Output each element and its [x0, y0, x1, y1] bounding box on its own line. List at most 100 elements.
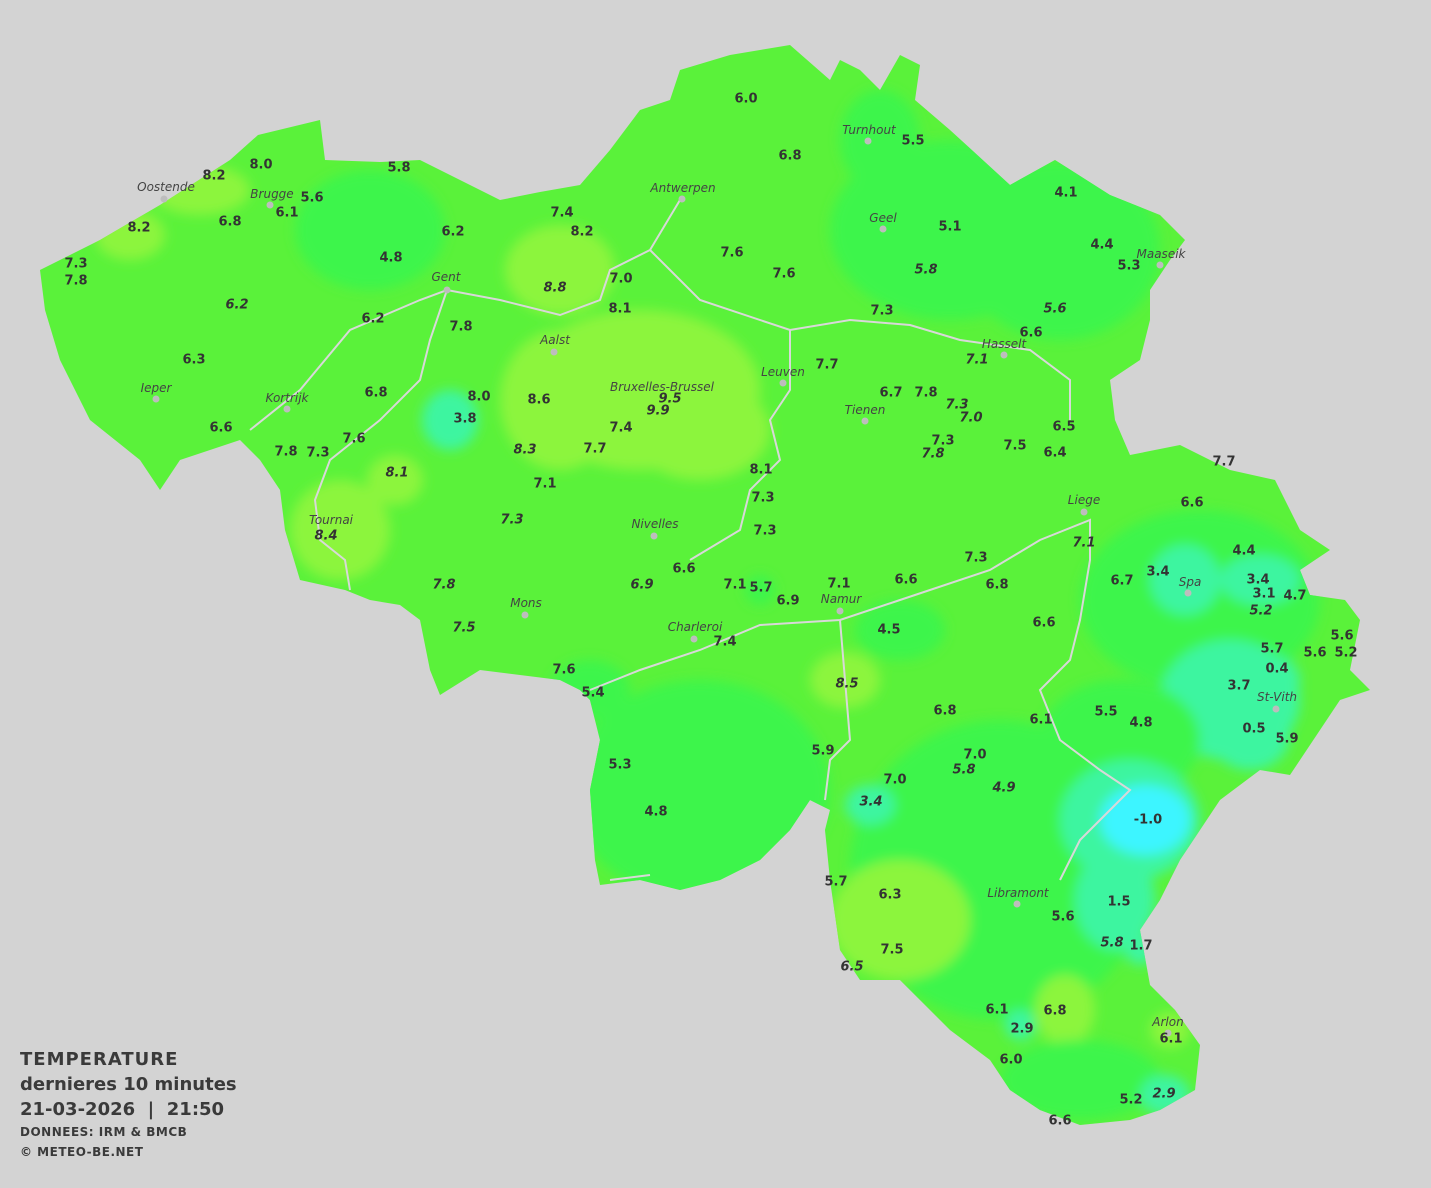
city-label: Turnhout	[842, 123, 897, 137]
city-dot	[521, 611, 529, 619]
temperature-reading: 5.8	[952, 763, 975, 778]
temperature-reading: 5.1	[938, 220, 961, 235]
temperature-reading: 6.5	[840, 960, 863, 975]
temperature-reading: 5.8	[1100, 936, 1123, 951]
city-label: Geel	[869, 211, 897, 225]
city-label: Charleroi	[668, 620, 723, 634]
city-label: Nivelles	[631, 517, 678, 531]
temperature-reading: 7.8	[914, 386, 937, 401]
city-label: St-Vith	[1257, 690, 1297, 704]
temperature-reading: 6.7	[1110, 574, 1133, 589]
temperature-reading: 4.1	[1054, 186, 1077, 201]
temperature-reading: 1.5	[1107, 895, 1130, 910]
temperature-reading: -1.0	[1134, 813, 1162, 828]
temperature-reading: 5.6	[1330, 629, 1353, 644]
city-dot	[152, 395, 160, 403]
temperature-reading: 8.4	[314, 529, 337, 544]
city-label: Oostende	[137, 180, 195, 194]
temperature-reading: 4.5	[877, 623, 900, 638]
river	[689, 330, 791, 561]
river	[313, 289, 448, 591]
temperature-reading: 7.3	[931, 434, 954, 449]
city-dot	[690, 635, 698, 643]
legend-source: DONNEES: IRM & BMCB	[20, 1125, 188, 1139]
river	[649, 249, 1071, 420]
temperature-zone	[1035, 975, 1095, 1045]
temperature-reading: 5.2	[1119, 1093, 1142, 1108]
temperature-zone	[367, 455, 423, 505]
city-label: Mons	[510, 596, 542, 610]
city-dot	[650, 532, 658, 540]
city-dot	[550, 348, 558, 356]
temperature-zone	[505, 225, 615, 315]
city-dot	[779, 379, 787, 387]
temperature-reading: 7.8	[274, 445, 297, 460]
river	[589, 518, 1132, 881]
temperature-zone	[1100, 785, 1190, 855]
temperature-reading: 5.8	[387, 161, 410, 176]
city-dot	[864, 137, 872, 145]
temperature-reading: 8.0	[467, 390, 490, 405]
temperature-reading: 7.8	[64, 274, 87, 289]
city-label: Brugge	[250, 187, 293, 201]
temperature-reading: 3.4	[859, 795, 882, 810]
temperature-zone	[830, 860, 970, 980]
temperature-reading: 4.8	[379, 251, 402, 266]
legend-datetime: 21-03-2026 | 21:50	[20, 1099, 225, 1120]
temperature-reading: 3.7	[1227, 679, 1250, 694]
temperature-reading: 7.3	[945, 398, 968, 413]
temperature-reading: 7.3	[870, 304, 893, 319]
temperature-reading: 5.6	[300, 191, 323, 206]
temperature-reading: 3.4	[1146, 565, 1169, 580]
temperature-reading: 6.2	[441, 225, 464, 240]
rivers	[249, 199, 1132, 881]
temperature-reading: 7.4	[713, 635, 736, 650]
temperature-reading: 5.5	[901, 134, 924, 149]
temperature-reading: 8.8	[543, 281, 566, 296]
temperature-reading: 5.6	[1043, 302, 1066, 317]
temperature-reading: 6.2	[361, 312, 384, 327]
temperature-reading: 7.5	[880, 943, 903, 958]
temperature-reading: 5.7	[749, 581, 772, 596]
temperature-reading: 7.8	[449, 320, 472, 335]
temperature-reading: 5.6	[1303, 646, 1326, 661]
city-label: Arlon	[1151, 1015, 1183, 1029]
temperature-zone	[1000, 1040, 1160, 1120]
temperature-reading: 5.3	[608, 758, 631, 773]
map-legend: TEMPERATURE dernieres 10 minutes 21-03-2…	[20, 1047, 237, 1162]
temperature-zone	[1150, 545, 1220, 615]
temperature-reading: 5.9	[811, 744, 834, 759]
temperature-reading: 7.6	[772, 267, 795, 282]
city-label: Kortrijk	[266, 391, 310, 405]
temperature-reading: 5.3	[1117, 259, 1140, 274]
temperature-reading: 8.2	[570, 225, 593, 240]
temperature-reading: 5.4	[581, 686, 604, 701]
city-label: Namur	[821, 592, 863, 606]
temperature-reading: 7.3	[500, 513, 523, 528]
temperature-reading: 7.4	[550, 206, 573, 221]
temperature-reading: 5.2	[1249, 604, 1272, 619]
city-dot	[1000, 351, 1008, 359]
temperature-reading: 7.7	[1212, 455, 1235, 470]
temperature-reading: 7.3	[751, 491, 774, 506]
temperature-reading: 3.8	[453, 412, 476, 427]
temperature-reading: 8.1	[749, 463, 772, 478]
city-dot	[836, 607, 844, 615]
temperature-reading: 7.1	[723, 578, 746, 593]
temperature-zone	[1240, 655, 1300, 705]
temperature-zone	[845, 785, 895, 825]
temperature-reading: 6.0	[734, 92, 757, 107]
temperature-reading: 4.4	[1232, 544, 1255, 559]
temperature-reading: 6.6	[894, 573, 917, 588]
temperature-reading: 3.1	[1252, 587, 1275, 602]
temperature-reading: 5.9	[1275, 732, 1298, 747]
temperature-reading: 3.4	[1246, 573, 1269, 588]
city-dot	[1272, 705, 1280, 713]
temperature-reading: 6.1	[1029, 713, 1052, 728]
temperature-reading: 6.0	[999, 1053, 1022, 1068]
temperature-reading: 6.9	[776, 594, 799, 609]
city-dot	[1013, 900, 1021, 908]
river	[249, 199, 681, 431]
city-label: Aalst	[539, 333, 571, 347]
temperature-reading: 6.3	[182, 353, 205, 368]
